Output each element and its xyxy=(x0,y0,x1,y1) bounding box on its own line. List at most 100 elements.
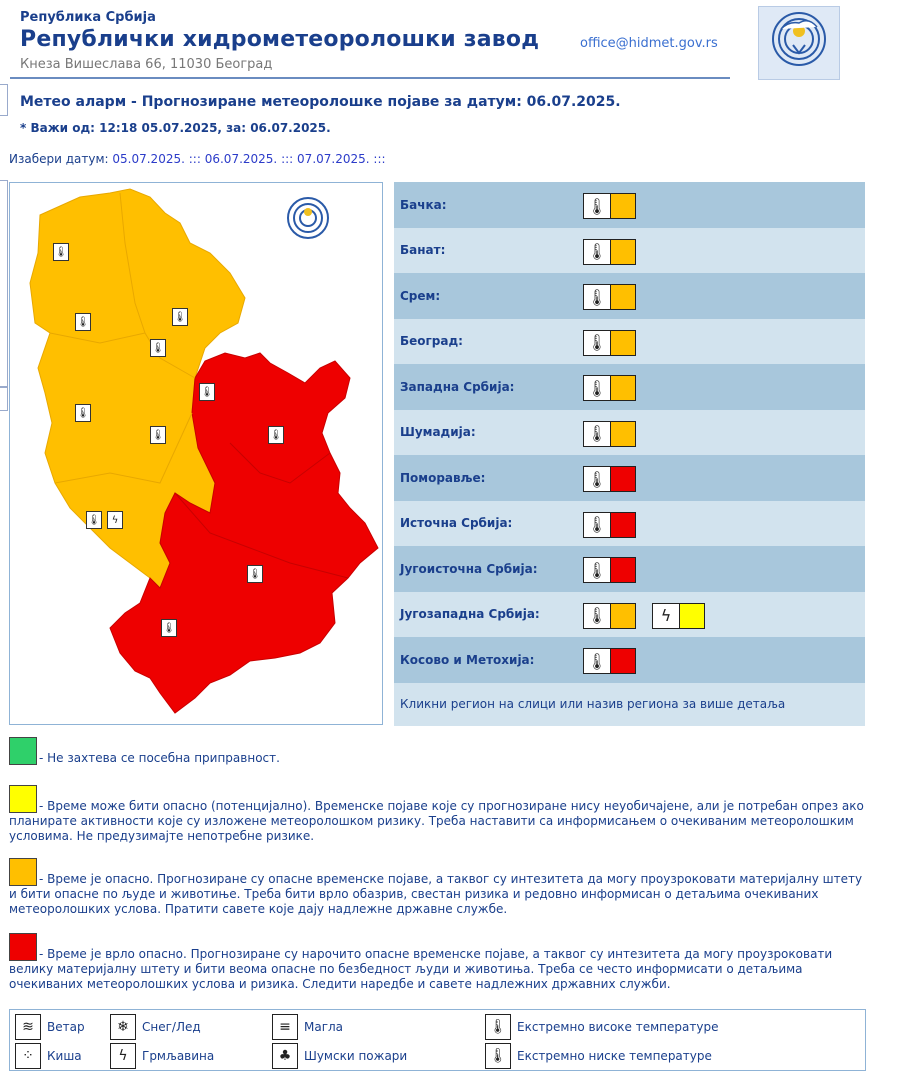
warning-chip[interactable]: 🌡 xyxy=(583,602,636,629)
thermometer-icon: 🌡 xyxy=(584,603,611,628)
region-row[interactable]: Југозападна Србија: 🌡 ϟ xyxy=(394,591,865,637)
warning-chip[interactable]: 🌡 xyxy=(583,557,636,583)
map-thermometer-icon[interactable]: 🌡 xyxy=(150,339,166,357)
warning-chip[interactable]: 🌡 xyxy=(583,375,636,401)
warning-level-orange xyxy=(611,330,635,355)
map-thermometer-icon[interactable]: 🌡 xyxy=(86,511,102,529)
icon-legend-item: ϟ Грмљавина xyxy=(110,1043,214,1069)
region-row[interactable]: Југоисточна Србија: 🌡 xyxy=(394,546,865,592)
warning-level-red xyxy=(611,649,635,673)
region-row[interactable]: Шумадија: 🌡 xyxy=(394,409,865,455)
region-name-link[interactable]: Шумадија: xyxy=(400,425,476,440)
thermometer-icon: 🌡 xyxy=(584,239,611,264)
email-link[interactable]: office@hidmet.gov.rs xyxy=(580,36,718,51)
icon-legend-label: Екстремно високе температуре xyxy=(517,1020,719,1034)
map-thermometer-icon[interactable]: 🌡 xyxy=(150,426,166,444)
region-row[interactable]: Банат: 🌡 xyxy=(394,227,865,273)
institute-title[interactable]: Републички хидрометеоролошки завод xyxy=(20,27,540,52)
region-row[interactable]: Западна Србија: 🌡 xyxy=(394,364,865,410)
warning-level-yellow xyxy=(680,603,704,628)
icon-legend-item: 🌡 Екстремно ниске температуре xyxy=(485,1043,712,1069)
warning-level-red xyxy=(611,512,635,537)
region-row[interactable]: Источна Србија: 🌡 xyxy=(394,500,865,546)
thermometer-icon: 🌡 xyxy=(584,649,611,673)
map-logo-icon xyxy=(287,197,329,239)
region-name-link[interactable]: Косово и Метохија: xyxy=(400,652,535,667)
map-thermometer-icon[interactable]: 🌡 xyxy=(53,243,69,261)
map-thermometer-icon[interactable]: 🌡 xyxy=(75,313,91,331)
map-thermometer-icon[interactable]: 🌡 xyxy=(199,383,215,401)
region-name-link[interactable]: Југоисточна Србија: xyxy=(400,561,538,576)
warning-chip[interactable]: ϟ xyxy=(652,602,705,629)
region-warnings: 🌡 xyxy=(583,511,636,538)
legend-swatch-orange xyxy=(9,858,37,886)
region-name-link[interactable]: Бачка: xyxy=(400,197,447,212)
warning-chip[interactable]: 🌡 xyxy=(583,329,636,356)
region-name-link[interactable]: Срем: xyxy=(400,288,441,303)
region-name-link[interactable]: Банат: xyxy=(400,243,446,258)
header-divider xyxy=(10,77,730,79)
region-name-link[interactable]: Поморавље: xyxy=(400,470,486,485)
warning-chip[interactable]: 🌡 xyxy=(583,193,636,219)
warning-chip[interactable]: 🌡 xyxy=(583,420,636,447)
region-row[interactable]: Београд: 🌡 xyxy=(394,318,865,364)
icon-legend-item: ❄ Снег/Лед xyxy=(110,1014,201,1040)
icon-legend-label: Грмљавина xyxy=(142,1049,215,1063)
warning-chip[interactable]: 🌡 xyxy=(583,466,636,492)
icon-legend-label: Снег/Лед xyxy=(142,1020,201,1034)
region-name-link[interactable]: Југозападна Србија: xyxy=(400,607,540,622)
icon-legend-label: Ветар xyxy=(47,1020,85,1034)
warning-level-red xyxy=(611,467,635,491)
warning-level-orange xyxy=(611,239,635,264)
region-name-link[interactable]: Источна Србија: xyxy=(400,516,513,531)
region-row[interactable]: Срем: 🌡 xyxy=(394,273,865,319)
lightning-icon: ϟ xyxy=(110,1043,136,1069)
legend-text-yellow: - Време може бити опасно (потенцијално).… xyxy=(9,799,864,843)
legend-swatch-red xyxy=(9,933,37,961)
region-name-link[interactable]: Београд: xyxy=(400,334,463,349)
rain-icon: ⁘ xyxy=(15,1043,41,1069)
date-link[interactable]: 05.07.2025. xyxy=(112,152,185,166)
legend-swatch-yellow xyxy=(9,785,37,813)
region-name-link[interactable]: Западна Србија: xyxy=(400,379,515,394)
thermometer-icon: 🌡 xyxy=(584,512,611,537)
warning-chip[interactable]: 🌡 xyxy=(583,511,636,538)
date-separator: ::: xyxy=(373,152,386,166)
region-row[interactable]: Косово и Метохија: 🌡 xyxy=(394,637,865,683)
map-lightning-icon[interactable]: ϟ xyxy=(107,511,123,529)
map-thermometer-icon[interactable]: 🌡 xyxy=(172,308,188,326)
region-warnings: 🌡 xyxy=(583,284,636,310)
region-row[interactable]: Бачка: 🌡 xyxy=(394,182,865,228)
warning-chip[interactable]: 🌡 xyxy=(583,284,636,310)
icon-legend-item: ≡ Магла xyxy=(272,1014,343,1040)
map-thermometer-icon[interactable]: 🌡 xyxy=(268,426,284,444)
map-thermometer-icon[interactable]: 🌡 xyxy=(75,404,91,422)
date-selector: Изабери датум: 05.07.2025. ::: 06.07.202… xyxy=(9,152,386,166)
left-edge-box xyxy=(0,180,8,387)
legend-text-green: - Не захтева се посебна приправност. xyxy=(39,751,280,765)
lightning-icon: ϟ xyxy=(653,603,680,628)
thermometer-icon: 🌡 xyxy=(584,285,611,309)
map-thermometer-icon[interactable]: 🌡 xyxy=(247,565,263,583)
region-row[interactable]: Поморавље: 🌡 xyxy=(394,455,865,501)
fog-icon: ≡ xyxy=(272,1014,298,1040)
date-link[interactable]: 06.07.2025. xyxy=(204,152,278,166)
region-warnings: 🌡 xyxy=(583,329,636,356)
wind-icon: ≋ xyxy=(15,1014,41,1040)
rhmz-logo-icon[interactable] xyxy=(758,6,840,80)
thermometer-icon: 🌡 xyxy=(584,376,611,400)
region-warnings: 🌡 xyxy=(583,557,636,583)
thermometer-icon: 🌡 xyxy=(584,421,611,446)
forest-fire-icon: ♣ xyxy=(272,1043,298,1069)
map-thermometer-icon[interactable]: 🌡 xyxy=(161,619,177,637)
country-label: Република Србија xyxy=(20,10,156,25)
date-link[interactable]: 07.07.2025. xyxy=(297,152,370,166)
warning-level-red xyxy=(611,558,635,582)
region-warnings: 🌡 xyxy=(583,466,636,492)
icon-legend-label: Киша xyxy=(47,1049,82,1063)
map-region-south-east[interactable] xyxy=(109,352,379,714)
icon-legend-label: Шумски пожари xyxy=(304,1049,408,1063)
warning-chip[interactable]: 🌡 xyxy=(583,648,636,674)
date-separator: ::: xyxy=(188,152,201,166)
warning-chip[interactable]: 🌡 xyxy=(583,238,636,265)
